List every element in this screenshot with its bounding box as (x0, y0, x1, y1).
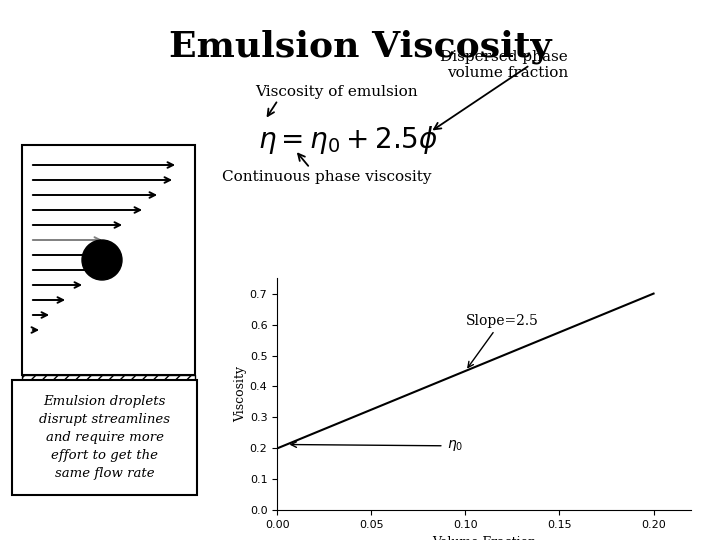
Bar (22, 375, 195, 395)
Y-axis label: Viscosity: Viscosity (234, 366, 247, 422)
X-axis label: Volume Fraction: Volume Fraction (432, 536, 536, 540)
Text: Emulsion Viscosity: Emulsion Viscosity (168, 30, 552, 64)
Text: Continuous phase viscosity: Continuous phase viscosity (222, 170, 431, 184)
Bar (22, 145, 195, 375)
Text: Slope=2.5: Slope=2.5 (465, 314, 539, 367)
Text: $\eta = \eta_0 + 2.5\phi$: $\eta = \eta_0 + 2.5\phi$ (258, 124, 438, 156)
Circle shape (82, 240, 122, 280)
Text: Dispersed phase
volume fraction: Dispersed phase volume fraction (440, 50, 568, 80)
Bar (12, 380, 197, 495)
Text: Viscosity of emulsion: Viscosity of emulsion (255, 85, 418, 99)
Text: Emulsion droplets
disrupt streamlines
and require more
effort to get the
same fl: Emulsion droplets disrupt streamlines an… (39, 395, 170, 480)
Text: $\eta_0$: $\eta_0$ (291, 438, 463, 454)
